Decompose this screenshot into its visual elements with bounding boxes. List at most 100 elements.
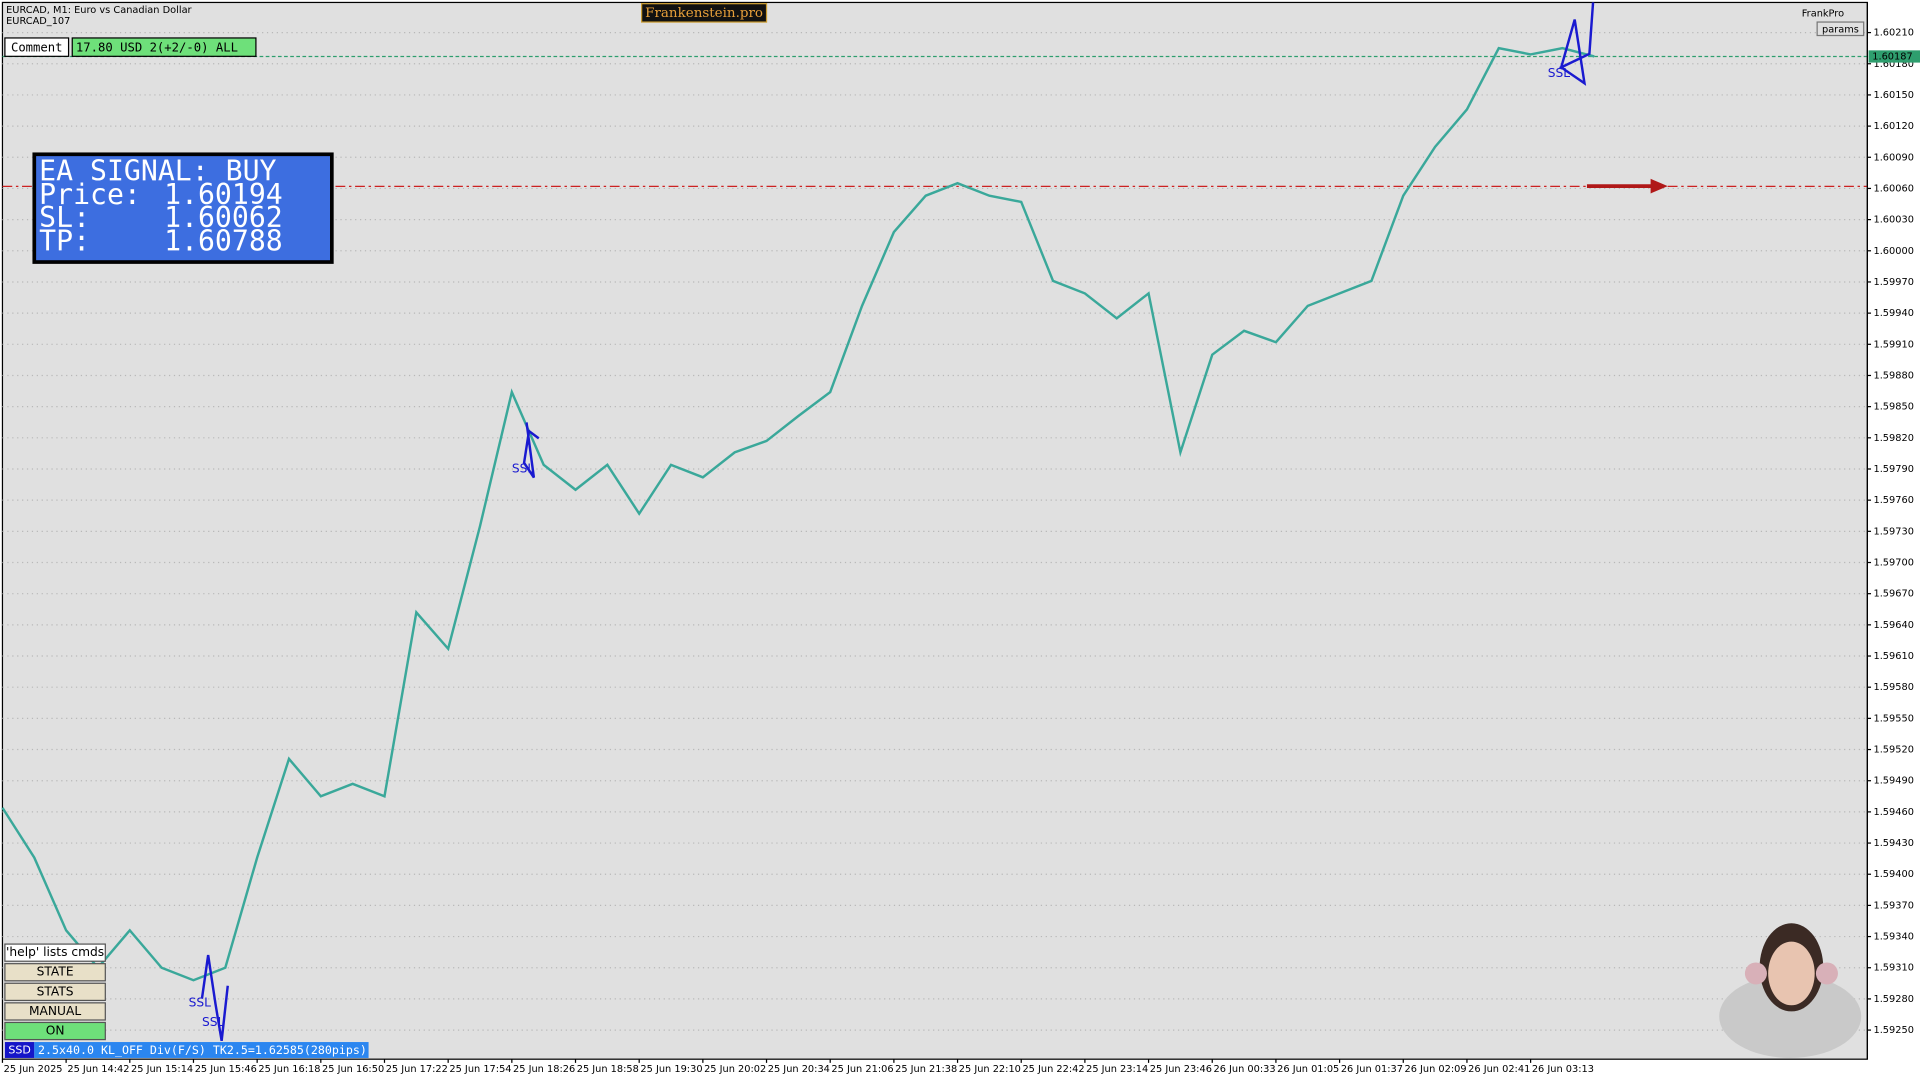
tp-arrow-head <box>1650 178 1668 194</box>
y-tick-label: 1.59310 <box>1873 963 1913 974</box>
x-tick-label: 26 Jun 02:09 <box>1404 1064 1466 1075</box>
params-button[interactable] <box>1816 21 1865 37</box>
ssl-signal <box>200 954 229 1042</box>
button-label[interactable]: STATE <box>37 965 74 979</box>
y-tick-label: 1.59730 <box>1873 526 1913 537</box>
x-tick-label: 25 Jun 18:58 <box>577 1064 639 1075</box>
x-tick-label: 26 Jun 01:05 <box>1277 1064 1339 1075</box>
ea-panel <box>32 152 334 264</box>
ea-row-label: SL: <box>39 201 90 234</box>
y-tick-label: 1.60030 <box>1873 215 1913 226</box>
x-tick-label: 25 Jun 16:18 <box>258 1064 320 1075</box>
button[interactable] <box>4 963 106 982</box>
ea-row-value: 1.60062 <box>164 201 283 234</box>
y-tick-label: 1.60060 <box>1873 183 1913 194</box>
ssl-label: SSL <box>512 461 535 475</box>
ssl-label: SSL <box>202 1015 225 1029</box>
status-tag: SSD <box>8 1044 30 1057</box>
y-tick-label: 1.60000 <box>1873 246 1913 257</box>
comment-label-box <box>4 37 70 57</box>
price-line-series <box>1 46 1595 982</box>
x-tick-label: 25 Jun 23:14 <box>1086 1064 1148 1075</box>
x-tick-label: 25 Jun 22:10 <box>959 1064 1021 1075</box>
x-tick-label: 25 Jun 20:34 <box>768 1064 830 1075</box>
x-tick-label: 25 Jun 14:42 <box>67 1064 129 1075</box>
x-tick-label: 25 Jun 22:42 <box>1022 1064 1084 1075</box>
y-tick-label: 1.59880 <box>1873 370 1913 381</box>
y-tick-label: 1.60150 <box>1873 90 1913 101</box>
params-label[interactable]: params <box>1822 24 1859 35</box>
x-tick-label: 25 Jun 23:46 <box>1150 1064 1212 1075</box>
y-tick-label: 1.59490 <box>1873 776 1913 787</box>
status-box <box>34 1042 369 1058</box>
comment-text: 17.80 USD 2(+2/-0) ALL <box>76 40 238 54</box>
ea-row-value: 1.60194 <box>164 178 283 211</box>
status-text: 2.5x40.0 KL_OFF Div(F/S) TK2.5=1.62585(2… <box>38 1043 367 1057</box>
y-tick-label: 1.60120 <box>1873 121 1913 132</box>
button-label[interactable]: STATS <box>37 984 74 998</box>
button-label[interactable]: MANUAL <box>29 1004 81 1018</box>
y-tick-label: 1.59760 <box>1873 495 1913 506</box>
comment-box <box>71 37 257 57</box>
button[interactable] <box>4 1002 106 1021</box>
y-tick-label: 1.59550 <box>1873 713 1913 724</box>
y-tick-label: 1.59910 <box>1873 339 1913 350</box>
y-tick-label: 1.59280 <box>1873 994 1913 1005</box>
x-tick-label: 25 Jun 15:46 <box>195 1064 257 1075</box>
ssl-signal <box>1558 2 1595 86</box>
ea-row-label: TP: <box>39 224 90 257</box>
ssl-label: SSL <box>189 995 212 1009</box>
y-tick-label: 1.59400 <box>1873 869 1913 880</box>
y-tick-label: 1.59580 <box>1873 682 1913 693</box>
button[interactable] <box>4 1021 106 1041</box>
price-label: 1.60187 <box>1872 51 1912 62</box>
y-tick-label: 1.60210 <box>1873 28 1913 39</box>
x-tick-label: 25 Jun 20:02 <box>704 1064 766 1075</box>
y-tick-label: 1.59820 <box>1873 433 1913 444</box>
ssl-label: SSL <box>1548 66 1571 80</box>
x-tick-label: 25 Jun 19:30 <box>640 1064 702 1075</box>
x-tick-label: 25 Jun 2025 <box>4 1064 63 1075</box>
y-tick-label: 1.59610 <box>1873 651 1913 662</box>
price-label-box <box>1868 50 1920 63</box>
y-tick-label: 1.59940 <box>1873 308 1913 319</box>
watermark: Frankenstein.pro <box>645 6 763 21</box>
y-tick-label: 1.59250 <box>1873 1025 1913 1036</box>
x-tick-label: 25 Jun 21:06 <box>831 1064 893 1075</box>
x-tick-label: 26 Jun 02:41 <box>1468 1064 1530 1075</box>
account-name: FrankPro <box>1802 8 1844 19</box>
y-tick-label: 1.59430 <box>1873 838 1913 849</box>
y-tick-label: 1.59970 <box>1873 277 1913 288</box>
y-tick-label: 1.59790 <box>1873 464 1913 475</box>
button[interactable] <box>4 982 106 1002</box>
comment-label: Comment <box>11 40 63 54</box>
ea-row-value: 1.60788 <box>164 224 283 257</box>
y-tick-label: 1.59340 <box>1873 932 1913 943</box>
x-tick-label: 25 Jun 17:22 <box>386 1064 448 1075</box>
axes: 1.59250 1.59280 1.59310 1.59340 1.59370 1.594… <box>1 28 1920 1075</box>
x-tick-label: 25 Jun 16:50 <box>322 1064 384 1075</box>
x-tick-label: 25 Jun 17:54 <box>449 1064 511 1075</box>
button-label[interactable]: ON <box>46 1024 65 1038</box>
chart-title: EURCAD, M1: Euro vs Canadian Dollar <box>6 5 192 16</box>
x-tick-label: 25 Jun 21:38 <box>895 1064 957 1075</box>
y-tick-label: 1.60180 <box>1873 59 1913 70</box>
y-tick-label: 1.59460 <box>1873 807 1913 818</box>
x-tick-label: 25 Jun 18:26 <box>513 1064 575 1075</box>
y-tick-label: 1.59700 <box>1873 558 1913 569</box>
watermark-box <box>641 3 768 23</box>
y-tick-label: 1.59850 <box>1873 402 1913 413</box>
x-tick-label: 25 Jun 15:14 <box>131 1064 193 1075</box>
x-tick-label: 26 Jun 03:13 <box>1532 1064 1594 1075</box>
avatar <box>1719 923 1862 1058</box>
chart-subtitle: EURCAD_107 <box>6 16 70 27</box>
price-plot <box>1 46 1868 982</box>
y-tick-label: 1.59640 <box>1873 620 1913 631</box>
y-tick-label: 1.59520 <box>1873 745 1913 756</box>
help-text: 'help' lists cmds <box>6 945 104 959</box>
y-tick-label: 1.59670 <box>1873 589 1913 600</box>
ea-title: EA SIGNAL: BUY <box>39 155 276 188</box>
